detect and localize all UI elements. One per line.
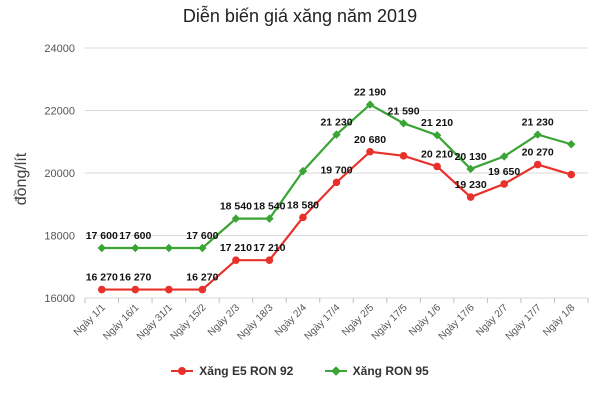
legend-swatch-ron95 bbox=[324, 366, 347, 376]
data-label-0: 19 230 bbox=[455, 179, 487, 191]
data-label-1: 20 130 bbox=[455, 151, 487, 163]
data-point-1 bbox=[365, 100, 375, 109]
y-tick-label: 20000 bbox=[44, 168, 75, 180]
data-point-0 bbox=[533, 160, 542, 169]
data-label-0: 20 210 bbox=[421, 148, 453, 160]
data-point-0 bbox=[433, 162, 441, 171]
data-label-0: 18 580 bbox=[287, 199, 319, 211]
data-point-1 bbox=[533, 130, 542, 139]
data-point-0 bbox=[466, 193, 475, 201]
data-label-0: 17 210 bbox=[220, 242, 252, 254]
data-point-0 bbox=[97, 285, 106, 294]
data-label-1: 21 590 bbox=[388, 105, 420, 117]
x-tick-label: Ngày 15/2 bbox=[168, 302, 208, 342]
chart-title: Diễn biến giá xăng năm 2019 bbox=[182, 6, 418, 26]
data-point-0 bbox=[232, 256, 240, 264]
data-point-1 bbox=[231, 214, 241, 223]
y-tick-label: 18000 bbox=[44, 231, 75, 243]
data-label-1: 18 540 bbox=[253, 201, 285, 213]
legend-item-e5: Xăng E5 RON 92 bbox=[171, 364, 293, 378]
data-label-1: 18 540 bbox=[220, 201, 252, 213]
data-point-1 bbox=[97, 243, 106, 253]
legend-label-e5: Xăng E5 RON 92 bbox=[199, 364, 294, 378]
x-tick-label: Ngày 17/7 bbox=[504, 302, 544, 342]
data-label-1: 21 230 bbox=[522, 117, 554, 129]
data-label-1: 22 190 bbox=[354, 87, 386, 99]
x-tick-label: Ngày 17/5 bbox=[370, 302, 410, 342]
data-label-1: 21 230 bbox=[320, 117, 352, 129]
data-point-1 bbox=[466, 164, 475, 174]
data-point-0 bbox=[332, 178, 341, 187]
data-point-1 bbox=[499, 152, 509, 161]
data-point-1 bbox=[567, 140, 576, 149]
legend-swatch-e5 bbox=[171, 366, 194, 376]
data-point-0 bbox=[198, 285, 207, 294]
data-point-1 bbox=[332, 130, 341, 139]
data-point-0 bbox=[500, 180, 508, 188]
data-point-0 bbox=[299, 213, 307, 222]
x-tick-label: Ngày 17/4 bbox=[303, 302, 343, 342]
data-point-1 bbox=[164, 243, 174, 253]
data-point-0 bbox=[131, 285, 140, 294]
data-label-0: 16 270 bbox=[186, 272, 218, 284]
data-label-0: 20 270 bbox=[522, 147, 554, 159]
y-tick-label: 22000 bbox=[44, 106, 75, 118]
data-point-1 bbox=[265, 214, 274, 223]
data-label-0: 16 270 bbox=[119, 272, 151, 284]
y-tick-label: 24000 bbox=[44, 43, 75, 55]
data-point-1 bbox=[298, 166, 308, 176]
data-label-0: 19 650 bbox=[488, 166, 520, 178]
x-tick-label: Ngày 1/8 bbox=[541, 302, 577, 338]
data-point-1 bbox=[131, 243, 140, 253]
x-tick-label: Ngày 17/6 bbox=[437, 302, 477, 342]
data-point-0 bbox=[165, 285, 173, 294]
data-label-0: 20 680 bbox=[354, 134, 386, 146]
data-point-0 bbox=[366, 147, 374, 156]
data-point-0 bbox=[399, 152, 408, 160]
data-point-0 bbox=[265, 256, 274, 264]
data-point-0 bbox=[567, 170, 576, 179]
data-label-0: 17 210 bbox=[253, 242, 285, 254]
legend: Xăng E5 RON 92 Xăng RON 95 bbox=[0, 364, 600, 379]
data-label-1: 17 600 bbox=[119, 230, 151, 242]
y-tick-label: 16000 bbox=[44, 293, 75, 305]
data-point-1 bbox=[399, 119, 408, 128]
data-label-1: 21 210 bbox=[421, 117, 453, 129]
legend-label-ron95: Xăng RON 95 bbox=[352, 364, 429, 378]
data-point-1 bbox=[198, 243, 207, 253]
x-tick-label: Ngày 18/3 bbox=[236, 302, 276, 342]
data-label-0: 16 270 bbox=[86, 272, 118, 284]
data-point-1 bbox=[432, 130, 442, 140]
data-label-1: 17 600 bbox=[86, 230, 118, 242]
legend-item-ron95: Xăng RON 95 bbox=[324, 364, 429, 378]
data-label-0: 19 700 bbox=[320, 164, 352, 176]
data-label-1: 17 600 bbox=[186, 230, 218, 242]
